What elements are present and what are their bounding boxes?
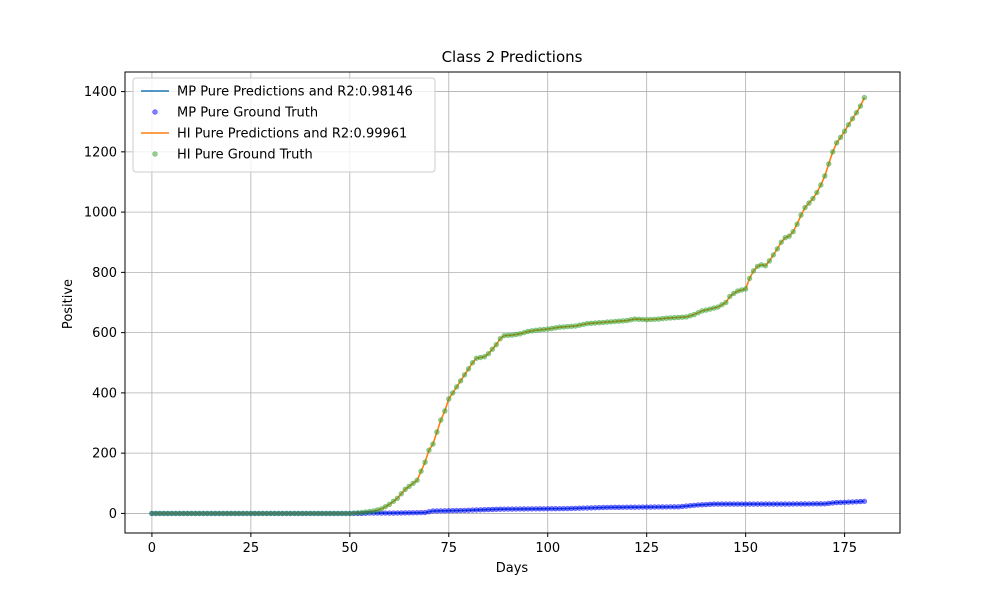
series-point-3 [723,299,729,306]
series-point-3 [746,275,753,282]
legend-swatch-marker [152,151,158,157]
x-axis-label: Days [496,561,529,576]
series-point-1 [861,498,868,505]
series-point-3 [446,396,452,402]
series-point-3 [798,212,804,218]
series-point-3 [485,351,492,357]
legend-entry-label: HI Pure Ground Truth [177,148,313,163]
x-tick-label: 150 [733,541,758,556]
x-tick-label: 175 [832,541,857,556]
y-tick-label: 800 [92,266,117,281]
series-point-3 [861,94,868,101]
series-point-3 [418,468,424,474]
series-point-3 [853,109,860,116]
series-point-3 [422,459,428,465]
legend: MP Pure Predictions and R2:0.98146 MP Pur… [132,77,436,173]
series-point-3 [430,441,436,447]
series-point-3 [497,335,503,342]
chart-title: Class 2 Predictions [442,48,583,66]
series-point-3 [406,483,412,489]
series-point-3 [778,239,784,245]
series-point-3 [810,195,816,202]
series-point-3 [750,268,757,274]
y-axis-label: Positive [61,279,76,329]
x-tick-label: 25 [243,541,260,556]
legend-swatch-marker [152,109,158,115]
series-point-3 [826,161,832,167]
series-point-3 [794,221,800,227]
series-point-3 [715,304,721,310]
legend-entry-label: HI Pure Predictions and R2:0.99961 [177,127,407,142]
series-point-3 [822,173,828,179]
series-point-3 [818,182,824,188]
series-point-3 [845,122,852,128]
y-tick-label: 1000 [84,206,117,221]
series-point-3 [849,115,856,122]
y-tick-label: 400 [92,386,117,401]
series-point-3 [837,134,844,141]
series-point-3 [481,354,488,360]
series-point-3 [386,501,393,508]
series-point-3 [814,189,820,196]
series-point-3 [442,408,448,414]
series-point-3 [727,293,733,300]
x-tick-label: 125 [634,541,659,556]
y-tick-label: 0 [109,507,117,522]
series-point-3 [402,486,408,493]
series-point-3 [802,204,808,211]
y-tick-label: 200 [92,447,117,462]
series-point-3 [414,477,420,483]
series-point-3 [742,286,749,292]
x-tick-label: 100 [535,541,560,556]
series-point-3 [774,246,780,252]
y-tick-label: 1400 [84,85,117,100]
legend-box [132,77,436,173]
y-tick-label: 600 [92,326,117,341]
series-point-3 [489,346,496,352]
series-point-3 [390,498,397,505]
legend-entry-label: MP Pure Ground Truth [177,106,318,121]
x-tick-label: 0 [148,541,156,556]
series-point-3 [453,384,460,390]
series-point-3 [382,503,389,510]
series-point-3 [766,258,773,264]
legend-entry-label: MP Pure Predictions and R2:0.98146 [177,85,413,100]
series-point-3 [398,491,404,497]
series-point-3 [770,252,777,258]
axis-ticks: 0 25 50 75 100 125 150 175 0 200 400 600 800 1000 1200… [84,85,857,556]
series-point-3 [438,417,444,423]
series-point-3 [841,128,848,135]
series-point-3 [833,140,840,146]
series-point-3 [465,366,472,372]
series-point-3 [786,233,792,239]
series-point-3 [378,506,385,512]
series-point-3 [450,390,456,396]
series-point-3 [469,360,476,366]
series-point-3 [493,341,499,348]
y-tick-label: 1200 [84,145,117,160]
series-point-3 [806,200,812,206]
series-point-3 [426,447,432,453]
series-points [149,94,868,517]
series-point-3 [830,149,836,155]
series-point-3 [394,495,401,502]
series-point-3 [457,378,464,384]
series-point-3 [434,429,440,435]
x-tick-label: 50 [342,541,359,556]
series-point-3 [857,103,864,109]
series-point-3 [461,372,468,378]
series-point-3 [410,480,416,486]
series-point-3 [790,228,796,235]
plot-area-frame [124,71,901,534]
series-point-3 [719,302,725,308]
x-tick-label: 75 [441,541,458,556]
series-point-3 [762,263,769,269]
series-point-3 [731,290,737,297]
